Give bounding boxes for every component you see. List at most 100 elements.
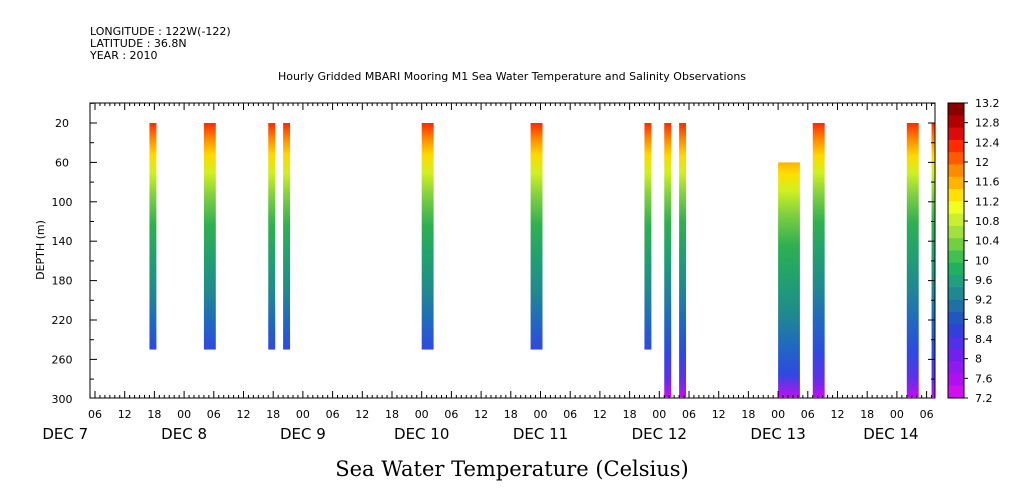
data-column-9 <box>778 162 800 398</box>
x-tick-label: 00 <box>177 408 191 421</box>
x-tick-label: 06 <box>682 408 696 421</box>
colorbar-label: 11.6 <box>975 176 1000 189</box>
colorbar-label: 8.4 <box>975 333 993 346</box>
y-axis: 20 60 100 140 180 220 260 300 <box>52 102 935 406</box>
colorbar-label: 13.2 <box>975 97 1000 110</box>
colorbar-swatch <box>948 336 964 350</box>
data-column-4 <box>421 123 434 350</box>
colorbar: 13.2 12.8 12.4 12 11.6 11.2 10.8 10.4 10 9.6 9.2 8.… <box>947 97 1000 405</box>
colorbar-swatch <box>948 189 964 202</box>
x-tick-label: 00 <box>652 408 666 421</box>
colorbar-swatch <box>948 127 964 141</box>
x-tick-label: 06 <box>326 408 340 421</box>
y-tick-label: 140 <box>52 235 73 248</box>
colorbar-swatch <box>948 176 964 190</box>
y-tick-label: 180 <box>52 275 73 288</box>
x-tick-label: 12 <box>237 408 251 421</box>
x-tick-label: 18 <box>623 408 637 421</box>
x-tick-label: 18 <box>147 408 161 421</box>
x-day-label: DEC 12 <box>632 425 687 443</box>
x-tick-label: 18 <box>741 408 755 421</box>
y-tick-label: 20 <box>55 117 69 130</box>
longitude-label: LONGITUDE : 122W(-122) <box>90 25 231 38</box>
y-tick-label: 60 <box>55 156 69 169</box>
colorbar-swatch <box>948 373 964 387</box>
x-day-label: DEC 7 <box>42 425 88 443</box>
colorbar-swatch <box>948 139 964 153</box>
data-column-0 <box>149 123 157 350</box>
colorbar-swatch <box>948 311 964 325</box>
colorbar-swatch <box>948 103 964 116</box>
colorbar-label: 12 <box>975 156 989 169</box>
x-axis: 06 12 18 00 06 12 18 00 06 12 18 00 06 12 18 00 06 12 18 00… <box>42 103 934 443</box>
data-column-2 <box>268 123 276 350</box>
x-day-label: DEC 13 <box>750 425 805 443</box>
data-column-3 <box>283 123 291 350</box>
x-tick-label: 18 <box>266 408 280 421</box>
colorbar-label: 10.4 <box>975 235 1000 248</box>
data-column-6 <box>644 123 652 350</box>
x-tick-label: 00 <box>890 408 904 421</box>
colorbar-label: 8.8 <box>975 313 993 326</box>
x-tick-label: 00 <box>415 408 429 421</box>
x-axis-title: Sea Water Temperature (Celsius) <box>335 457 689 481</box>
x-tick-label: 12 <box>712 408 726 421</box>
colorbar-label: 10.8 <box>975 215 1000 228</box>
x-tick-label: 00 <box>534 408 548 421</box>
x-tick-label: 06 <box>563 408 577 421</box>
x-day-label: DEC 14 <box>863 425 918 443</box>
colorbar-swatch <box>948 225 964 239</box>
data-column-1 <box>203 123 216 350</box>
y-tick-label: 260 <box>52 353 73 366</box>
x-tick-label: 12 <box>831 408 845 421</box>
colorbar-label: 12.4 <box>975 136 1000 149</box>
x-tick-label: 06 <box>801 408 815 421</box>
plot-frame <box>89 102 936 399</box>
x-tick-label: 12 <box>118 408 132 421</box>
data-column-7 <box>664 123 672 398</box>
x-tick-label: 00 <box>771 408 785 421</box>
data-column-10 <box>812 123 825 398</box>
colorbar-frame <box>947 102 965 399</box>
colorbar-swatch <box>948 201 964 215</box>
x-day-label: DEC 9 <box>280 425 326 443</box>
chart-title: Hourly Gridded MBARI Mooring M1 Sea Wate… <box>278 70 746 83</box>
colorbar-swatch <box>948 115 964 129</box>
y-tick-label: 300 <box>52 393 73 406</box>
colorbar-swatch <box>948 238 964 251</box>
colorbar-swatch <box>948 299 964 313</box>
colorbar-label: 7.6 <box>975 372 993 385</box>
colorbar-swatch <box>948 213 964 227</box>
x-tick-label: 18 <box>504 408 518 421</box>
x-tick-label: 18 <box>860 408 874 421</box>
x-day-label: DEC 11 <box>513 425 568 443</box>
colorbar-swatch <box>948 361 964 374</box>
colorbar-label: 9.6 <box>975 274 993 287</box>
colorbar-label: 9.2 <box>975 294 993 307</box>
data-column-8 <box>679 123 687 398</box>
colorbar-swatch <box>948 152 964 165</box>
colorbar-label: 12.8 <box>975 117 1000 130</box>
y-tick-label: 220 <box>52 314 73 327</box>
colorbar-swatch <box>948 250 964 264</box>
colorbar-label: 7.2 <box>975 392 993 405</box>
colorbar-label: 8 <box>975 353 982 366</box>
colorbar-swatch <box>948 164 964 178</box>
data-columns <box>149 123 935 398</box>
x-tick-label: 18 <box>385 408 399 421</box>
y-axis-label: DEPTH (m) <box>34 220 47 280</box>
x-tick-label: 06 <box>88 408 102 421</box>
x-tick-label: 00 <box>296 408 310 421</box>
year-label: YEAR : 2010 <box>89 49 158 62</box>
colorbar-swatch <box>948 275 964 288</box>
x-tick-label: 06 <box>207 408 221 421</box>
x-tick-label: 12 <box>593 408 607 421</box>
colorbar-swatch <box>948 385 964 399</box>
x-tick-label: 06 <box>444 408 458 421</box>
colorbar-swatch <box>948 262 964 276</box>
x-tick-label: 12 <box>355 408 369 421</box>
colorbar-swatch <box>948 287 964 301</box>
x-day-label: DEC 10 <box>394 425 449 443</box>
x-tick-label: 12 <box>474 408 488 421</box>
